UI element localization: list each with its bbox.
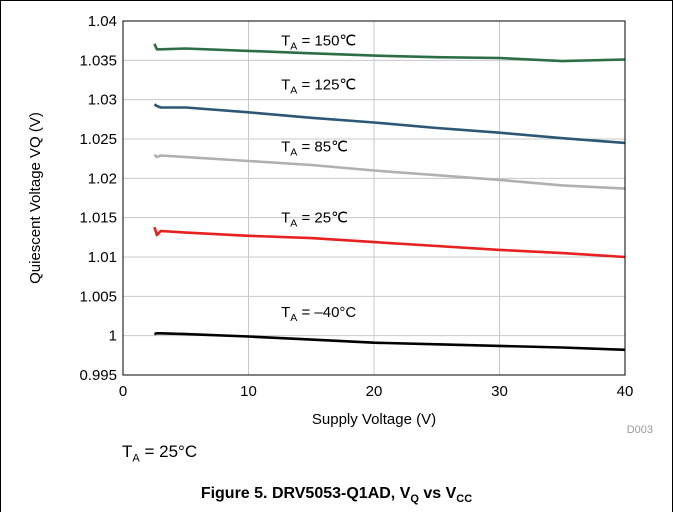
frame-left-border	[0, 0, 1, 512]
x-tick-label: 30	[491, 383, 508, 400]
series-line	[154, 331, 626, 352]
x-tick-label: 40	[617, 383, 634, 400]
series-labels: TA = 150℃ TA = 125℃ TA = 85℃ TA = 25℃ TA = –…	[281, 32, 356, 323]
test-condition: TA = 25°C	[122, 442, 198, 465]
y-tick-label: 0.995	[79, 367, 117, 384]
figure-caption: Figure 5. DRV5053-Q1AD, VQ vs VCC	[200, 485, 473, 506]
series-line	[153, 153, 626, 190]
x-tick-labels: 0 10 20 30 40	[119, 383, 634, 400]
figure-code: D003	[627, 424, 653, 436]
y-tick-label: 1.005	[79, 288, 117, 305]
y-tick-label: 1.01	[88, 249, 117, 266]
y-tick-label: 1	[109, 328, 117, 345]
plot-area-border	[122, 20, 626, 376]
y-tick-label: 1.035	[79, 52, 117, 69]
series-label: TA = –40°C	[281, 304, 356, 324]
series-label: TA = 25℃	[281, 209, 348, 229]
x-axis-label: Supply Voltage (V)	[312, 411, 436, 428]
series-label: TA = 125℃	[281, 76, 356, 96]
frame-top-border	[0, 0, 673, 1]
y-tick-label: 1.02	[88, 170, 117, 187]
y-tick-label: 1.03	[88, 92, 117, 109]
chart-grid	[122, 20, 626, 376]
y-axis-label: Quiescent Voltage VQ (V)	[27, 112, 44, 284]
x-tick-label: 20	[366, 383, 383, 400]
y-tick-labels: 0.995 1 1.005 1.01 1.015 1.02 1.025 1.03 1.035 1.…	[79, 13, 117, 384]
quiescent-voltage-chart: 0.995 1 1.005 1.01 1.015 1.02 1.025 1.03 1.035 1.…	[27, 13, 653, 436]
series-label: TA = 85℃	[281, 139, 348, 159]
x-tick-label: 10	[240, 383, 257, 400]
series-line	[153, 103, 626, 145]
x-tick-label: 0	[119, 383, 127, 400]
y-tick-label: 1.015	[79, 210, 117, 227]
series-line	[153, 43, 626, 63]
y-tick-label: 1.04	[88, 13, 117, 30]
series-line	[153, 226, 626, 259]
y-tick-label: 1.025	[79, 131, 117, 148]
series-label: TA = 150℃	[281, 32, 356, 52]
chart-series	[153, 43, 626, 352]
